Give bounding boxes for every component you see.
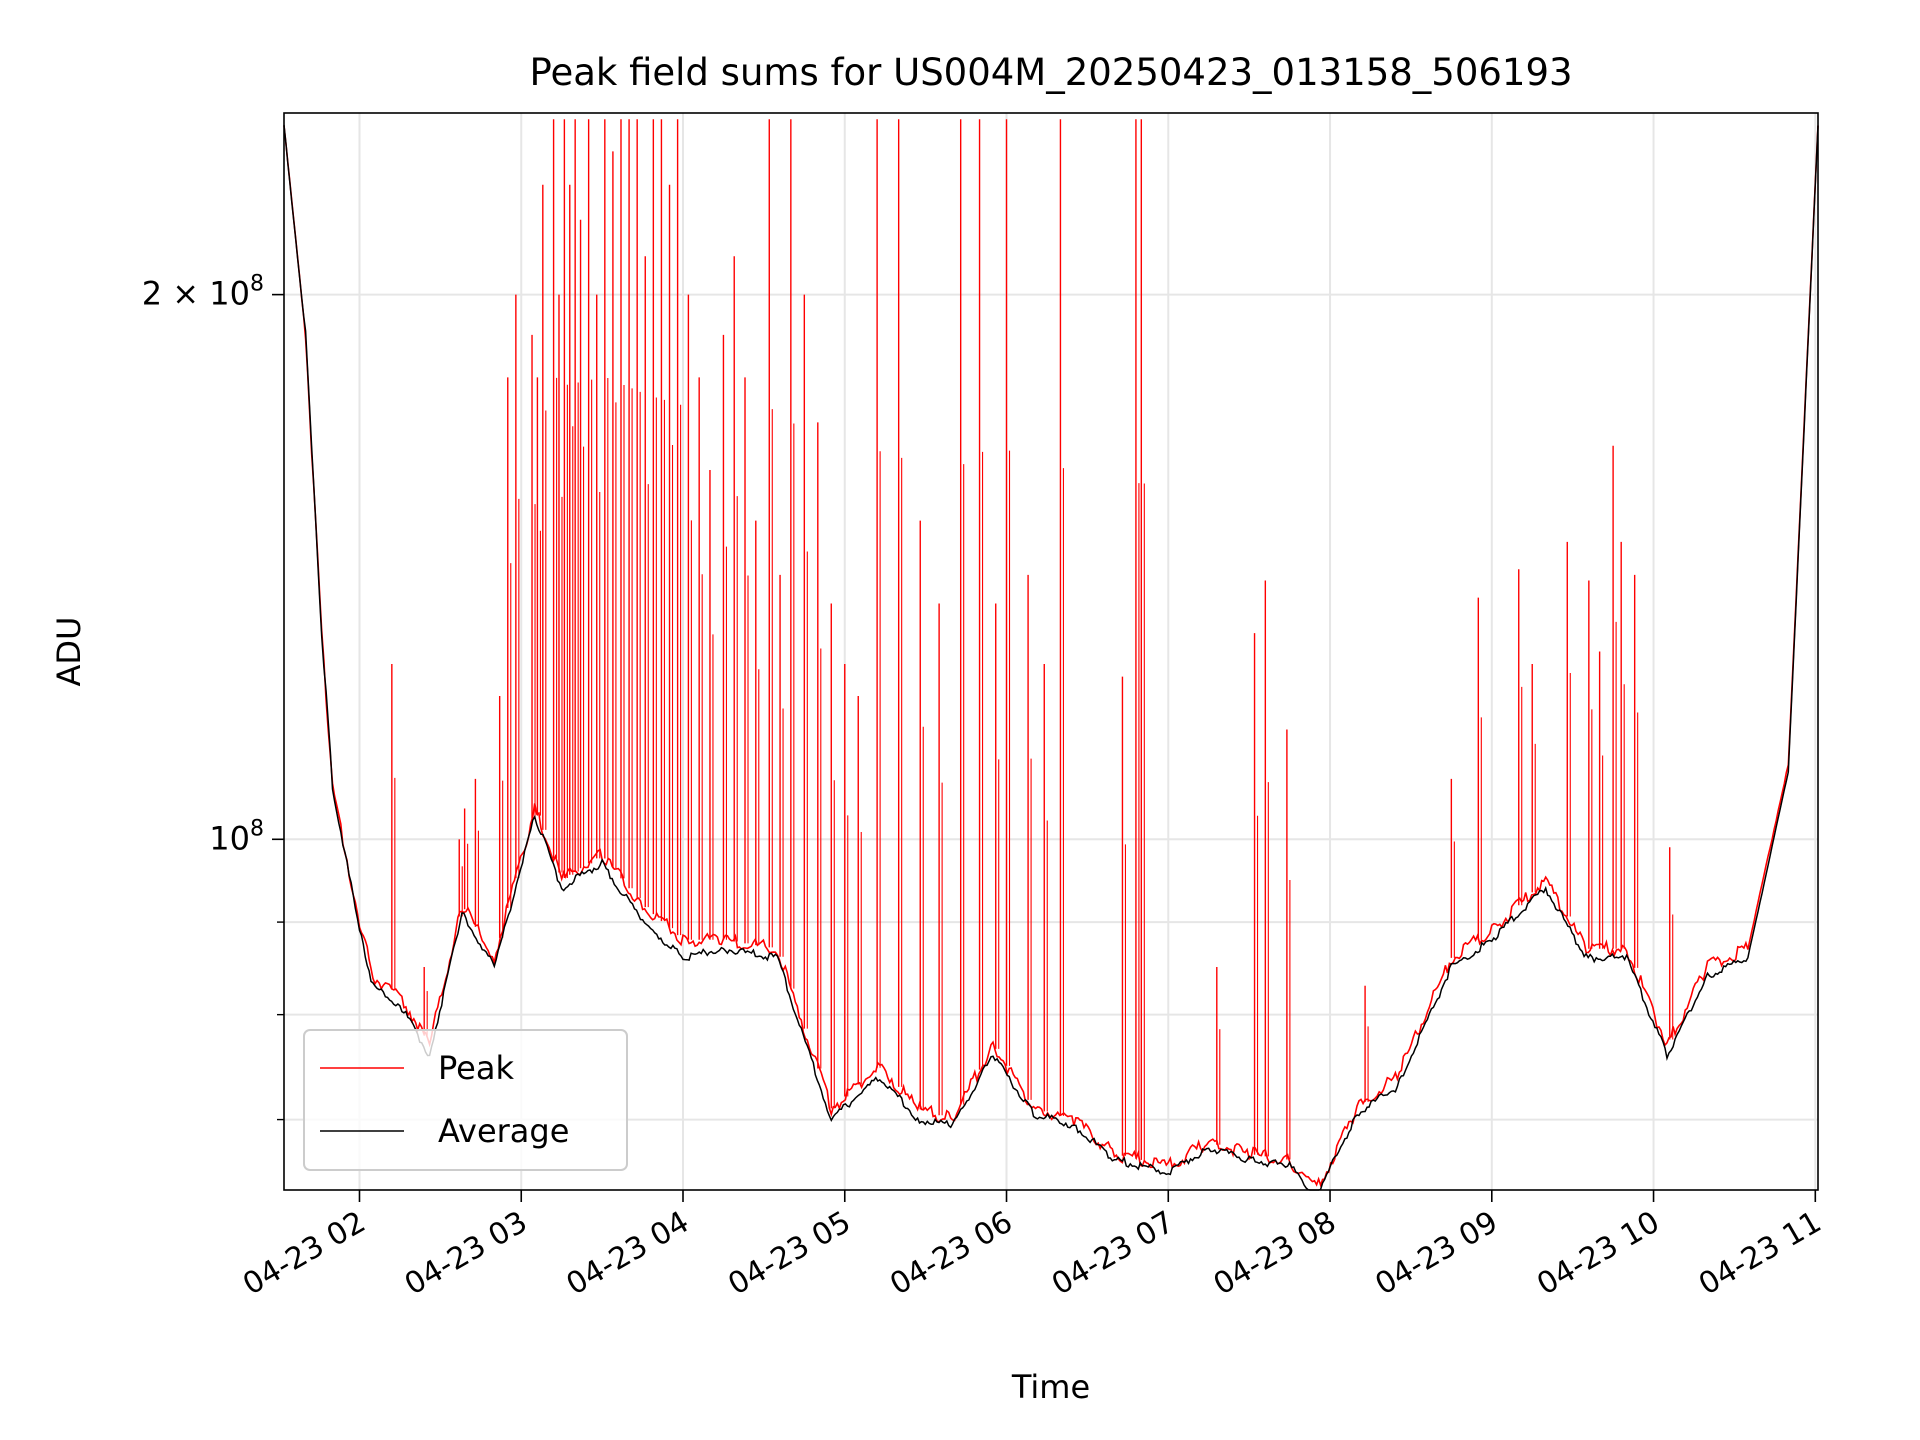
x-axis-label: Time xyxy=(1011,1368,1090,1406)
series-line-average xyxy=(283,124,1819,1191)
y-tick-label: 2 × 108 xyxy=(142,272,264,313)
y-axis-label: ADU xyxy=(50,617,88,687)
legend-label-peak: Peak xyxy=(438,1049,514,1087)
legend: Peak Average xyxy=(303,1029,628,1171)
y-tick-exponent: 8 xyxy=(250,816,264,841)
y-tick-base: 2 × 10 xyxy=(142,275,250,313)
y-tick-base: 10 xyxy=(209,819,250,857)
series-layer xyxy=(283,119,1819,1191)
legend-label-average: Average xyxy=(438,1112,569,1150)
y-tick-label: 108 xyxy=(209,816,264,857)
plot-frame xyxy=(283,112,1819,1191)
series-line-peak xyxy=(283,125,1819,1188)
legend-box xyxy=(303,1029,628,1171)
chart-title: Peak field sums for US004M_20250423_0131… xyxy=(529,51,1572,94)
y-tick-exponent: 8 xyxy=(250,272,264,297)
